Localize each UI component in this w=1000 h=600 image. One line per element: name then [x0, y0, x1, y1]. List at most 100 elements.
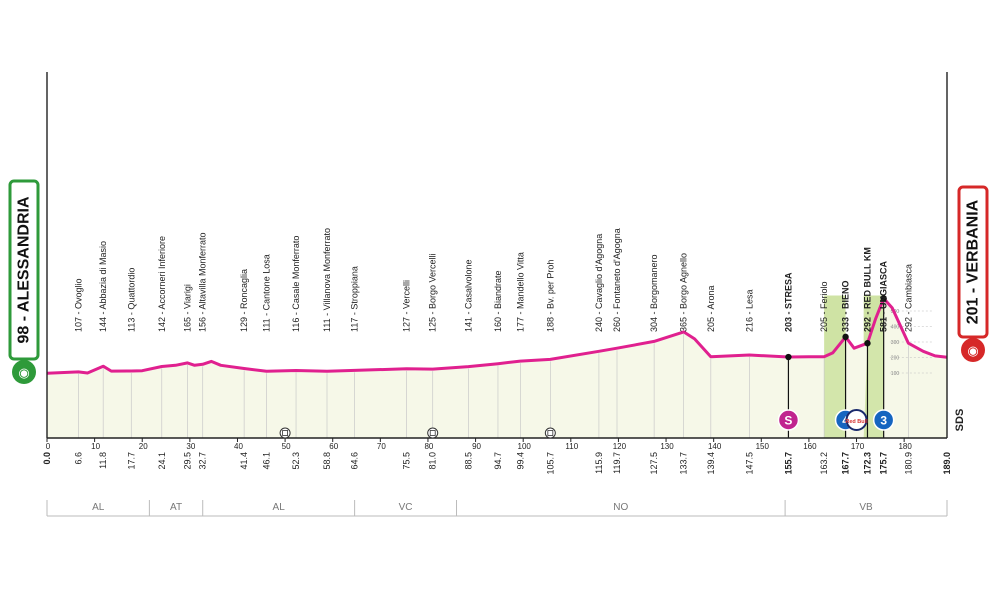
waypoint-label-7: 111 - Cantone Losa — [262, 254, 272, 332]
waypoint-label-19: 304 - Borgomanero — [649, 254, 659, 332]
tunnel-glyph-icon-0 — [282, 430, 288, 436]
waypoint-label-23: 203 - STRESA — [783, 272, 793, 332]
waypoint-label-8: 116 - Casale Monferrato — [291, 236, 301, 332]
waypoint-km-14: 94.7 — [493, 452, 503, 470]
scale-label-2: 300 — [891, 340, 900, 346]
region-label-1: AT — [170, 502, 182, 513]
km-tick-label-6: 60 — [329, 442, 338, 451]
region-label-2: AL — [273, 502, 286, 513]
waypoint-label-25: 333 - BIENO — [841, 280, 851, 332]
waypoint-label-10: 117 - Stroppiana — [350, 266, 360, 332]
profile-line — [46, 296, 948, 375]
km-tick-label-12: 120 — [613, 442, 627, 451]
waypoint-km-24: 163.2 — [819, 452, 829, 475]
waypoint-km-28: 180.9 — [903, 452, 913, 475]
waypoint-label-28: 292 - Cambiasca — [903, 264, 913, 332]
waypoint-km-3: 24.1 — [157, 452, 167, 470]
start-badge-frame — [8, 179, 40, 361]
region-bar: AL AT AL VC NO VB — [46, 500, 948, 517]
waypoint-km-17: 115.9 — [594, 452, 604, 474]
waypoint-label-12: 125 - Borgo Vercelli — [428, 253, 438, 332]
waypoint-label-14: 160 - Biandrate — [493, 270, 503, 332]
waypoint-label-16: 188 - Bv. per Proh — [545, 260, 555, 332]
km-tick-label-14: 140 — [708, 442, 722, 451]
km-tick-label-3: 30 — [186, 442, 195, 451]
waypoint-km-13: 88.5 — [463, 452, 473, 470]
waypoint-label-3: 142 - Accorneri Inferiore — [157, 236, 167, 332]
scale-label-3: 200 — [891, 356, 900, 362]
km-tick-label-4: 40 — [234, 442, 243, 451]
waypoint-km-25: 167.7 — [841, 452, 851, 475]
km-tick-label-9: 90 — [472, 442, 481, 451]
waypoint-km-27: 175.7 — [879, 452, 889, 475]
waypoint-km-8: 52.3 — [291, 452, 301, 470]
kom-marker-text: 3 — [880, 414, 887, 428]
kom-icon — [872, 409, 895, 431]
region-label-3: VC — [399, 502, 413, 513]
waypoint-km-23: 155.7 — [783, 452, 793, 475]
intermediate-point-icon-1 — [427, 427, 439, 439]
waypoint-label-9: 111 - Villanova Monferrato — [322, 228, 332, 332]
waypoint-dot-26 — [864, 340, 871, 347]
waypoint-km-15: 99.4 — [515, 452, 525, 470]
waypoint-labels: 107 - Ovoglio 144 - Abbazia di Masio 113 -… — [73, 228, 913, 332]
km-tick-label-15: 150 — [756, 442, 770, 451]
marker-redbull-2: Red Bull — [845, 409, 868, 431]
waypoint-label-0: 107 - Ovoglio — [73, 278, 83, 332]
finish-label: 201 - VERBANIA — [965, 199, 982, 324]
waypoint-km-18: 119.7 — [612, 452, 622, 474]
waypoint-km-2: 17.7 — [126, 452, 136, 470]
finish-km: 189.0 — [942, 452, 952, 475]
waypoint-label-21: 205 - Arona — [706, 285, 716, 332]
start-km: 0.0 — [42, 452, 52, 465]
km-tick-label-11: 110 — [565, 442, 578, 451]
waypoint-lines — [78, 298, 909, 438]
km-tick-label-0: 0 — [46, 442, 51, 451]
intermediate-point-icon-0 — [279, 427, 291, 439]
km-tick-label-8: 80 — [424, 442, 433, 451]
waypoint-label-26: 292 - RED BULL KM — [862, 247, 872, 332]
red-bull-text: Red Bull — [845, 419, 868, 425]
waypoint-km-4: 29.5 — [182, 452, 192, 470]
waypoint-km-12: 81.0 — [428, 452, 438, 470]
waypoint-label-27: 581 - UNGIASCA — [879, 260, 889, 332]
sds-logo: SDS — [954, 409, 966, 432]
waypoint-km-19: 127.5 — [649, 452, 659, 475]
region-label-5: VB — [859, 502, 873, 513]
tunnel-glyph-icon-1 — [429, 430, 436, 436]
bike-glyph-icon: ◉ — [18, 365, 29, 380]
waypoint-label-20: 365 - Borgo Agnello — [679, 253, 689, 332]
waypoint-dots — [785, 295, 887, 361]
finish-badge-frame — [957, 185, 989, 339]
intermediate-point-icon-2 — [544, 427, 556, 439]
waypoint-label-24: 205 - Feriolo — [819, 281, 829, 332]
waypoint-km-0: 6.6 — [73, 452, 83, 465]
waypoint-label-1: 144 - Abbazia di Masio — [98, 241, 108, 332]
bike-glyph-icon: ◉ — [967, 343, 978, 358]
waypoint-label-13: 141 - Casalvolone — [463, 259, 473, 332]
scale-label-4: 100 — [891, 371, 900, 377]
waypoint-km-21: 139.4 — [706, 452, 716, 475]
km-axis: 6.6 11.8 17.7 24.1 29.5 32.7 41.4 46.1 52.3 58.8 6… — [42, 438, 952, 475]
red-bull-icon — [845, 409, 868, 431]
waypoint-km-11: 75.5 — [402, 452, 412, 470]
waypoint-km-5: 32.7 — [198, 452, 208, 470]
start-badge: 98 - ALESSANDRIA ◉ — [8, 179, 40, 384]
sprint-icon — [777, 409, 800, 431]
waypoint-km-9: 58.8 — [322, 452, 332, 470]
km-tick-label-2: 20 — [139, 442, 148, 451]
waypoint-label-2: 113 - Quattordio — [126, 268, 136, 332]
km-tick-label-7: 70 — [377, 442, 386, 451]
waypoint-label-5: 156 - Altavilla Monferrato — [198, 232, 208, 332]
marker-sprint-0: S — [777, 409, 800, 431]
profile-area — [47, 298, 947, 438]
km-tick-label-13: 130 — [660, 442, 674, 451]
sprint-marker-text: S — [784, 414, 792, 428]
climb-band-fill-1 — [863, 298, 884, 438]
waypoint-dot-25 — [842, 333, 849, 341]
km-tick-label-5: 50 — [282, 442, 291, 451]
start-label: 98 - ALESSANDRIA — [16, 196, 33, 343]
km-tick-label-10: 100 — [518, 442, 532, 451]
